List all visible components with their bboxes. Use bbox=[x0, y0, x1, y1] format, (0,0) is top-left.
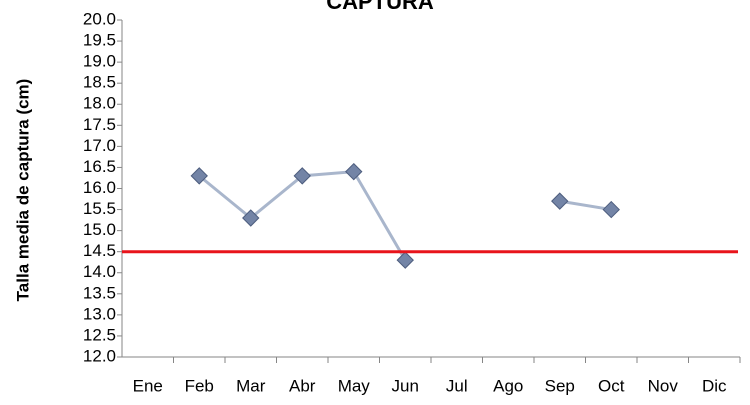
y-tick-label: 13.5 bbox=[83, 283, 116, 302]
y-tick-label: 14.5 bbox=[83, 241, 116, 260]
y-tick-label: 17.0 bbox=[83, 136, 116, 155]
y-tick-label: 15.0 bbox=[83, 220, 116, 239]
y-tick-label: 18.5 bbox=[83, 73, 116, 92]
y-tick-label: 19.5 bbox=[83, 31, 116, 50]
x-tick-label: Oct bbox=[598, 376, 625, 395]
x-tick-label: Mar bbox=[236, 376, 266, 395]
y-tick-label: 16.0 bbox=[83, 178, 116, 197]
x-tick-label: Sep bbox=[545, 376, 575, 395]
data-point bbox=[551, 192, 569, 210]
data-point bbox=[293, 167, 311, 185]
x-tick-label: Dic bbox=[702, 376, 727, 395]
x-tick-label: Jun bbox=[392, 376, 419, 395]
series-line bbox=[198, 170, 612, 261]
y-tick-label: 17.5 bbox=[83, 115, 116, 134]
x-tick-label: Feb bbox=[185, 376, 214, 395]
chart-title: CAPTURA bbox=[326, 0, 434, 14]
y-tick-label: 16.5 bbox=[83, 157, 116, 176]
y-tick-label: 12.0 bbox=[83, 346, 116, 365]
y-tick-label: 18.0 bbox=[83, 94, 116, 113]
x-tick-label: Ago bbox=[493, 376, 523, 395]
y-tick-label: 19.0 bbox=[83, 52, 116, 71]
x-tick-label: Ene bbox=[133, 376, 163, 395]
y-tick-label: 20.0 bbox=[83, 9, 116, 28]
x-tick-label: Abr bbox=[289, 376, 316, 395]
x-tick-label: Jul bbox=[446, 376, 468, 395]
y-tick-label: 13.0 bbox=[83, 304, 116, 323]
data-point bbox=[190, 167, 208, 185]
x-tick-label: May bbox=[338, 376, 371, 395]
data-point bbox=[602, 200, 620, 219]
y-tick-label: 12.5 bbox=[83, 325, 116, 344]
y-tick-label: 15.5 bbox=[83, 199, 116, 218]
y-tick-label: 14.0 bbox=[83, 262, 116, 281]
data-point bbox=[345, 162, 363, 181]
data-point bbox=[396, 251, 414, 269]
y-axis-label: Talla media de captura (cm) bbox=[13, 79, 32, 302]
x-tick-label: Nov bbox=[648, 376, 679, 395]
data-point bbox=[242, 209, 260, 227]
